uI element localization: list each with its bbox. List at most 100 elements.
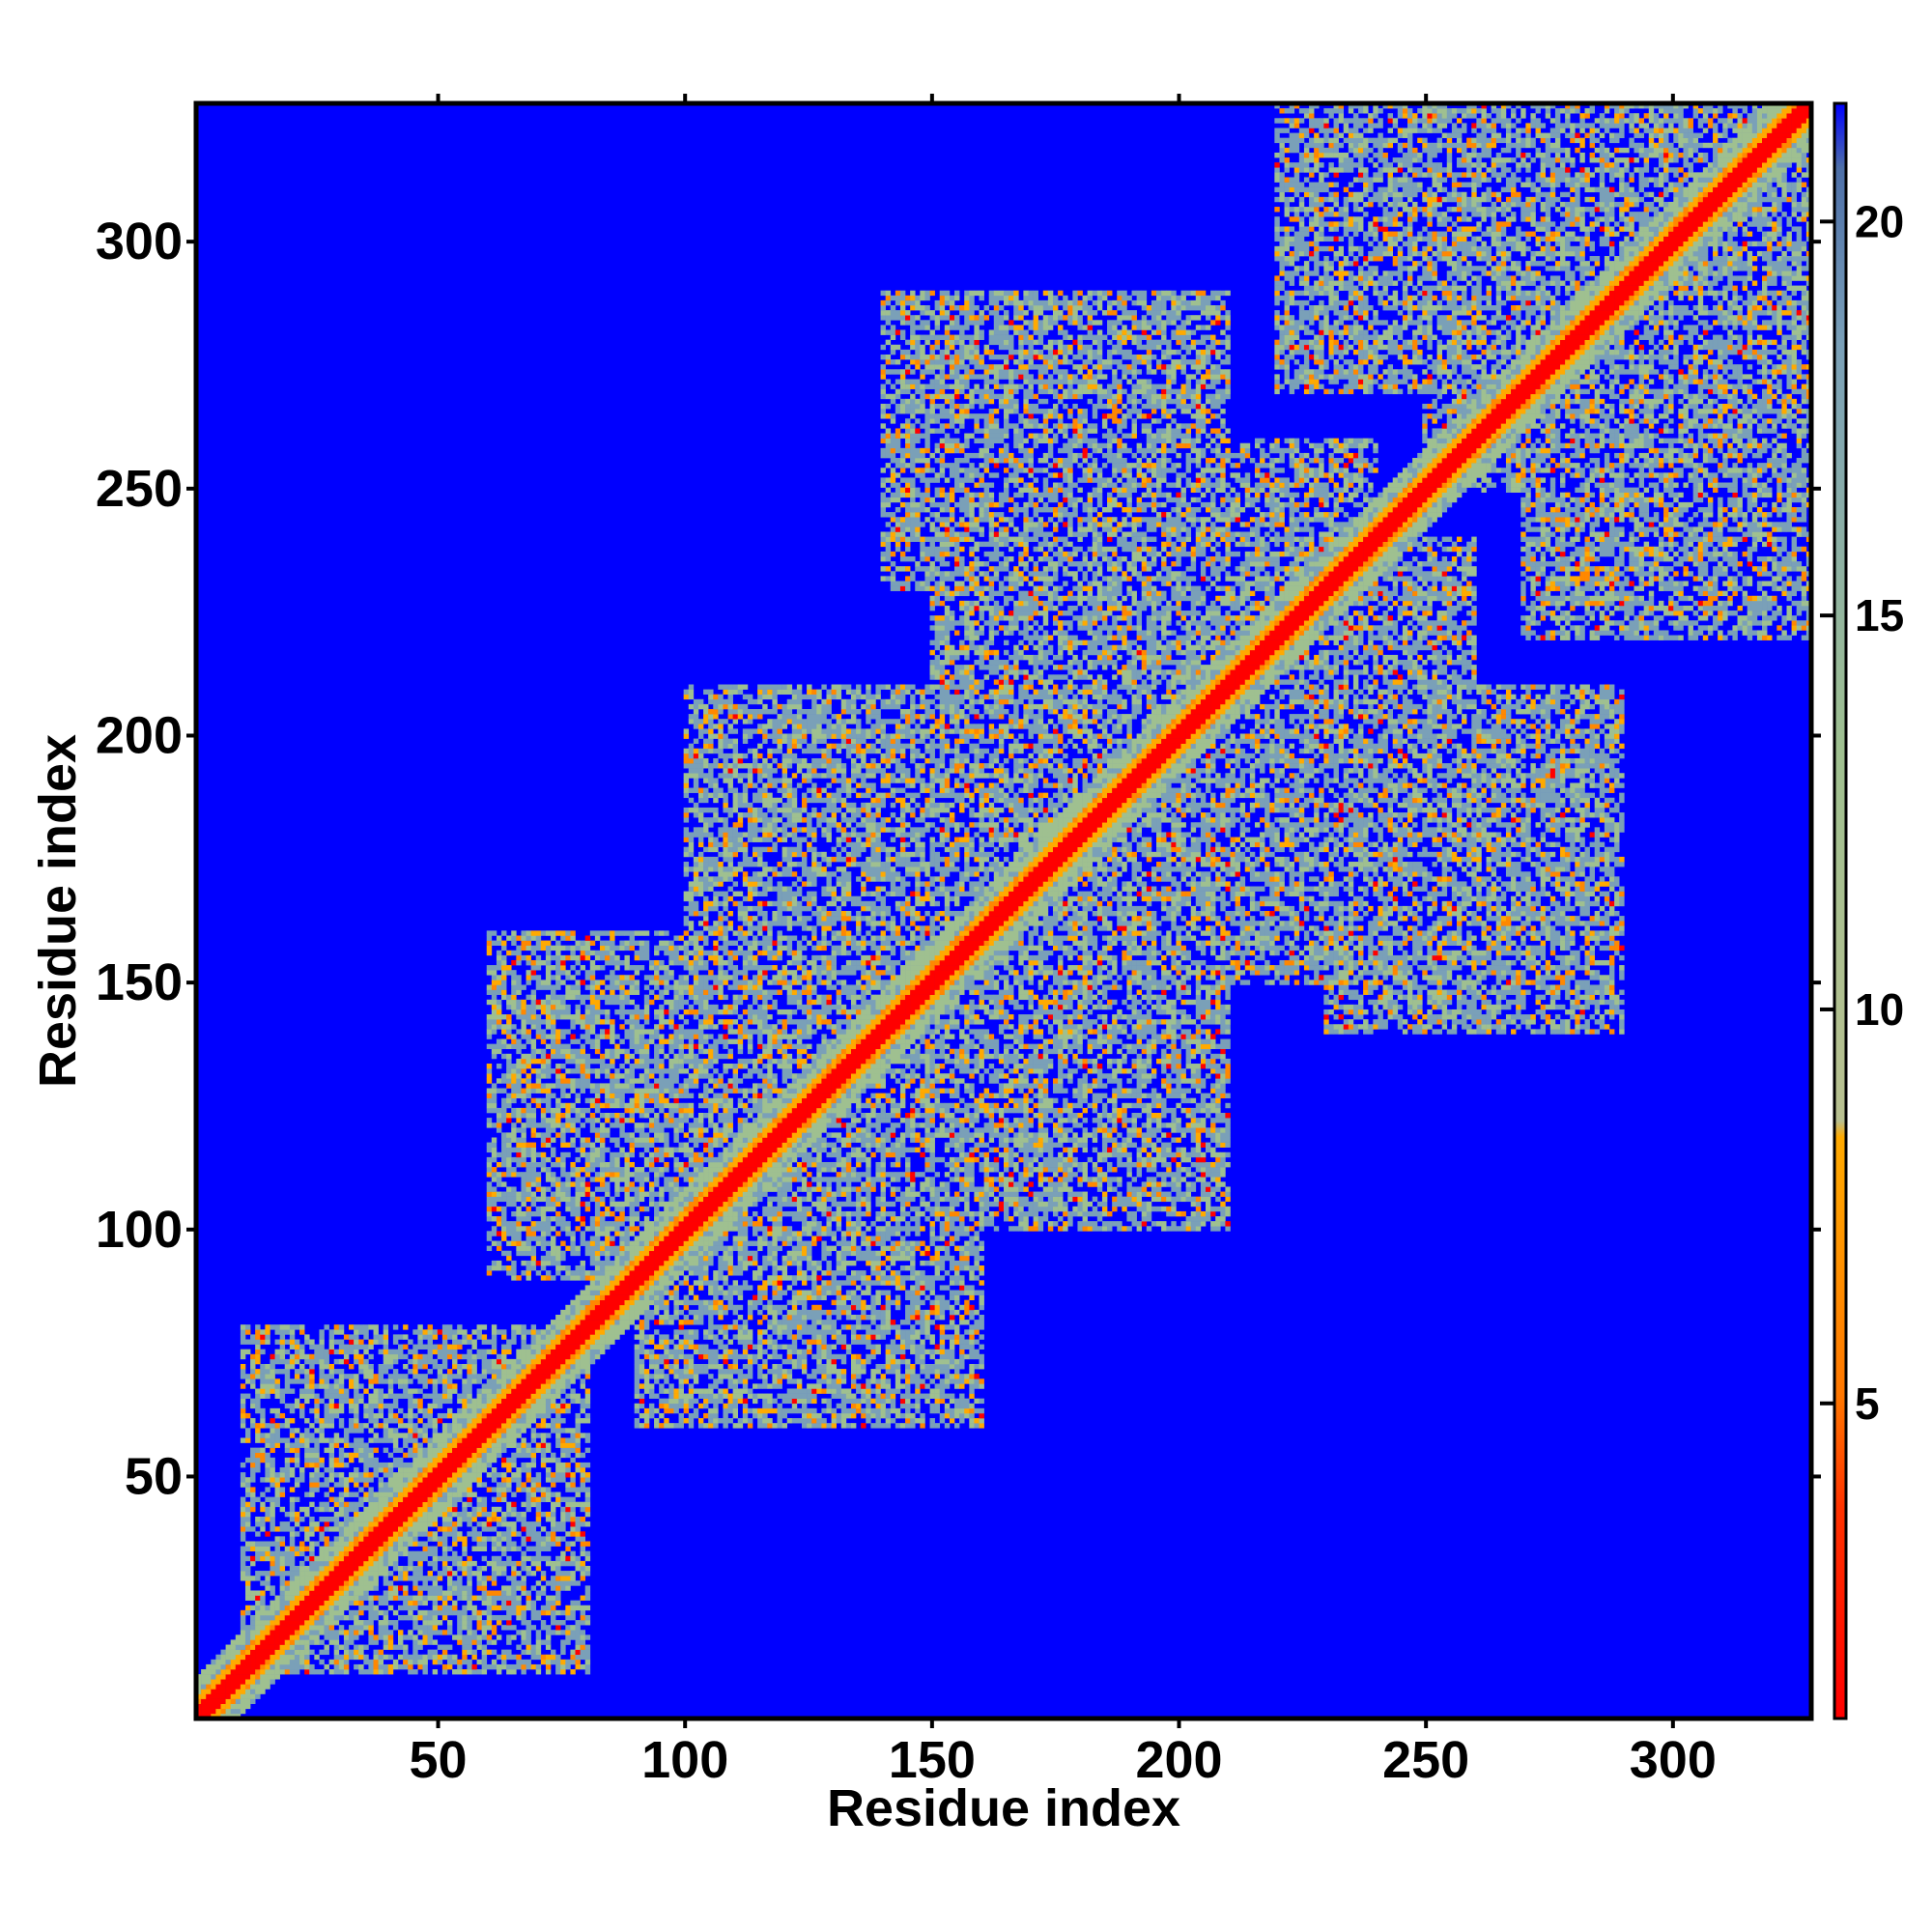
heatmap-cell: [349, 1531, 354, 1536]
heatmap-cell: [250, 1458, 255, 1463]
heatmap-cell: [275, 1615, 280, 1620]
heatmap-cell: [255, 1669, 260, 1674]
heatmap-cell: [241, 1408, 245, 1413]
heatmap-cell: [339, 1664, 344, 1669]
heatmap-cell: [319, 1585, 324, 1590]
heatmap-cell: [275, 1526, 280, 1531]
heatmap-cell: [280, 1601, 285, 1605]
heatmap-cell: [241, 1561, 245, 1566]
heatmap-cell: [349, 1453, 354, 1458]
heatmap-cell: [325, 1492, 329, 1497]
heatmap-cell: [285, 1664, 290, 1669]
heatmap-cell: [241, 1521, 245, 1526]
heatmap-cell: [290, 1526, 295, 1531]
heatmap-cell: [344, 1580, 349, 1585]
heatmap-cell: [250, 1630, 255, 1634]
heatmap-cell: [334, 1630, 339, 1634]
heatmap-cell: [265, 1669, 270, 1674]
heatmap-cell: [250, 1502, 255, 1507]
heatmap-cell: [265, 1580, 270, 1585]
heatmap-cell: [339, 1463, 344, 1467]
heatmap-cell: [250, 1660, 255, 1664]
heatmap-cell: [309, 1620, 314, 1625]
heatmap-cell: [231, 1694, 236, 1699]
heatmap-cell: [334, 1639, 339, 1644]
heatmap-cell: [334, 1512, 339, 1517]
heatmap-cell: [260, 1413, 265, 1418]
heatmap-cell: [358, 1394, 363, 1399]
heatmap-cell: [285, 1463, 290, 1467]
heatmap-cell: [334, 1566, 339, 1571]
heatmap-cell: [349, 1615, 354, 1620]
heatmap-cell: [285, 1374, 290, 1378]
heatmap-cell: [304, 1610, 309, 1615]
heatmap-cell: [329, 1615, 334, 1620]
heatmap-cell: [290, 1472, 295, 1477]
heatmap-cell: [309, 1472, 314, 1477]
heatmap-cell: [260, 1689, 265, 1693]
heatmap-cell: [325, 1350, 329, 1354]
heatmap-cell: [270, 1679, 274, 1684]
heatmap-cell: [314, 1437, 319, 1442]
heatmap-cell: [245, 1610, 250, 1615]
heatmap-cell: [265, 1423, 270, 1428]
heatmap-cell: [255, 1541, 260, 1546]
heatmap-cell: [265, 1571, 270, 1576]
heatmap-cell: [236, 1679, 241, 1684]
heatmap-cell: [339, 1453, 344, 1458]
heatmap-cell: [344, 1399, 349, 1404]
heatmap-cell: [304, 1580, 309, 1585]
heatmap-cell: [314, 1383, 319, 1388]
heatmap-cell: [358, 1601, 363, 1605]
heatmap-cell: [241, 1394, 245, 1399]
heatmap-cell: [354, 1334, 358, 1339]
heatmap-cell: [295, 1463, 299, 1467]
heatmap-cell: [290, 1324, 295, 1329]
heatmap-cell: [270, 1674, 274, 1679]
heatmap-cell: [309, 1482, 314, 1487]
heatmap-cell: [339, 1383, 344, 1388]
heatmap-cell: [260, 1378, 265, 1383]
heatmap-cell: [329, 1620, 334, 1625]
heatmap-cell: [275, 1551, 280, 1556]
heatmap-cell: [270, 1408, 274, 1413]
heatmap-cell: [339, 1601, 344, 1605]
heatmap-cell: [270, 1660, 274, 1664]
heatmap-cell: [319, 1536, 324, 1541]
heatmap-cell: [309, 1605, 314, 1610]
heatmap-cell: [260, 1433, 265, 1437]
heatmap-cell: [250, 1339, 255, 1344]
heatmap-cell: [295, 1458, 299, 1463]
heatmap-cell: [329, 1517, 334, 1521]
heatmap-cell: [358, 1596, 363, 1601]
heatmap-cell: [265, 1541, 270, 1546]
heatmap-cell: [358, 1383, 363, 1388]
heatmap-cell: [339, 1521, 344, 1526]
heatmap-cell: [344, 1576, 349, 1580]
heatmap-cell: [231, 1689, 236, 1693]
heatmap-cell: [349, 1639, 354, 1644]
heatmap-cell: [299, 1477, 304, 1482]
heatmap-cell: [280, 1324, 285, 1329]
heatmap-cell: [329, 1660, 334, 1664]
heatmap-cell: [309, 1374, 314, 1378]
heatmap-cell: [260, 1590, 265, 1595]
heatmap-cell: [344, 1443, 349, 1448]
heatmap-cell: [299, 1541, 304, 1546]
heatmap-cell: [295, 1448, 299, 1453]
heatmap-cell: [250, 1472, 255, 1477]
heatmap-cell: [275, 1596, 280, 1601]
heatmap-cell: [319, 1472, 324, 1477]
heatmap-cell: [245, 1324, 250, 1329]
heatmap-cell: [260, 1448, 265, 1453]
heatmap-cell: [344, 1669, 349, 1674]
heatmap-cell: [329, 1404, 334, 1408]
heatmap-cell: [255, 1630, 260, 1634]
heatmap-cell: [260, 1394, 265, 1399]
heatmap-cell: [309, 1547, 314, 1551]
heatmap-cell: [358, 1590, 363, 1595]
heatmap-cell: [265, 1512, 270, 1517]
heatmap-cell: [358, 1620, 363, 1625]
heatmap-cell: [206, 1679, 211, 1684]
heatmap-cell: [358, 1497, 363, 1502]
